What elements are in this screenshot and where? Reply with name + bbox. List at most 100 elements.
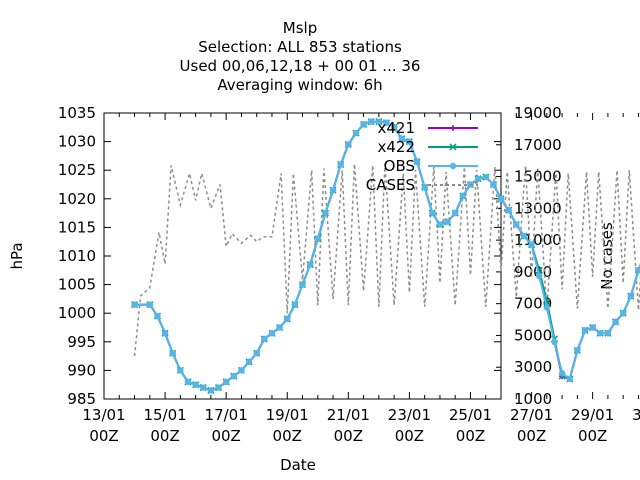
point-obs (245, 358, 253, 366)
point-obs (436, 221, 444, 228)
point-obs (306, 261, 314, 268)
point-obs (383, 119, 390, 126)
y-tick-label: 985 (67, 390, 96, 408)
point-obs (520, 232, 528, 240)
point-obs (619, 310, 627, 317)
legend-label-x422: x422 (377, 138, 415, 156)
x-tick-label-date: 21/01 (327, 406, 370, 424)
point-obs (299, 281, 306, 288)
point-obs (200, 384, 207, 391)
point-obs (535, 272, 543, 280)
y-axis-label: hPa (8, 242, 26, 269)
point-obs (543, 304, 551, 311)
point-obs (345, 141, 352, 148)
point-obs (459, 192, 467, 200)
point-obs (566, 375, 573, 383)
x-tick-label-date: 27/01 (510, 406, 553, 424)
point-obs (474, 175, 482, 182)
point-obs (192, 381, 199, 388)
x-tick-label-hour: 00Z (334, 427, 363, 445)
legend-label-cases: CASES (366, 176, 415, 194)
point-obs (612, 318, 619, 325)
point-obs (222, 378, 230, 386)
y-tick-label: 1035 (58, 104, 96, 122)
y2-tick-label: 1000 (514, 390, 552, 408)
point-obs (291, 301, 299, 308)
point-obs (276, 324, 283, 331)
legend-label-x421: x421 (377, 119, 415, 137)
x-tick-label-date: 13/01 (82, 406, 125, 424)
point-obs (482, 173, 489, 181)
point-obs (597, 330, 604, 337)
point-obs (230, 372, 237, 380)
legend-label-obs: OBS (384, 157, 415, 175)
title-line-4: Averaging window: 6h (217, 76, 382, 94)
point-obs (169, 350, 176, 357)
point-obs (429, 209, 436, 217)
point-obs (589, 324, 596, 331)
point-obs (497, 195, 505, 202)
x-tick-label-hour: 00Z (517, 427, 546, 445)
point-obs (604, 330, 612, 337)
point-obs (238, 367, 245, 374)
x-tick-label-date: 29/01 (571, 406, 614, 424)
x-tick-label-hour: 00Z (578, 427, 607, 445)
title-line-1: Mslp (283, 19, 317, 37)
y2-tick-label: 17000 (514, 136, 562, 154)
point-obs (215, 384, 222, 391)
y2-tick-label: 9000 (514, 263, 552, 281)
point-obs (368, 118, 375, 125)
x-tick-label-hour: 00Z (211, 427, 240, 445)
y-tick-label: 1005 (58, 276, 96, 294)
point-obs (413, 158, 421, 165)
point-obs (352, 129, 360, 137)
y-tick-label: 1010 (58, 247, 96, 265)
y2-tick-label: 3000 (514, 358, 552, 376)
x-tick-label-hour: 00Z (456, 427, 485, 445)
series-line-obs (134, 120, 640, 392)
legend-marker-x421 (450, 125, 456, 131)
point-obs (131, 301, 138, 308)
point-obs (490, 181, 497, 188)
y-tick-label: 1000 (58, 304, 96, 322)
x-tick-label-date: 31/01 (632, 406, 640, 424)
point-obs (284, 315, 291, 323)
x-tick-label-hour: 00Z (150, 427, 179, 445)
x-tick-label-hour: 00Z (395, 427, 424, 445)
x-tick-label-hour: 00Z (273, 427, 302, 445)
legend-marker-obs (449, 162, 457, 170)
point-obs (558, 370, 566, 377)
point-obs (161, 330, 169, 337)
title-line-2: Selection: ALL 853 stations (198, 38, 402, 56)
point-obs (398, 135, 405, 142)
point-obs (177, 367, 184, 374)
y2-tick-label: 5000 (514, 326, 552, 344)
point-obs (329, 187, 337, 194)
point-obs (207, 387, 215, 394)
point-obs (154, 312, 161, 320)
point-obs (452, 209, 459, 217)
point-obs (314, 235, 321, 243)
legend-marker-x422 (449, 143, 457, 151)
x-tick-label-date: 17/01 (205, 406, 248, 424)
point-obs (390, 124, 398, 131)
y-tick-label: 1025 (58, 161, 96, 179)
series-line-cases (133, 163, 640, 357)
y-tick-label: 990 (67, 361, 96, 379)
point-obs (421, 184, 428, 191)
point-obs (505, 207, 512, 214)
point-obs (444, 218, 451, 225)
title-line-3: Used 00,06,12,18 + 00 01 ... 36 (180, 57, 421, 75)
point-obs (551, 338, 558, 345)
point-obs (261, 335, 268, 343)
point-obs (337, 161, 344, 168)
axis-ticks: 985 990 995 1000 1005 1010 1015 1020 1025 1030 103… (58, 104, 640, 445)
x-tick-label-hour: 00Z (89, 427, 118, 445)
y2-tick-label: 13000 (514, 199, 562, 217)
point-obs (513, 221, 520, 228)
y-tick-label: 1015 (58, 218, 96, 236)
series-layer (131, 118, 640, 394)
y-tick-label: 1030 (58, 133, 96, 151)
y2-tick-label: 7000 (514, 295, 552, 313)
